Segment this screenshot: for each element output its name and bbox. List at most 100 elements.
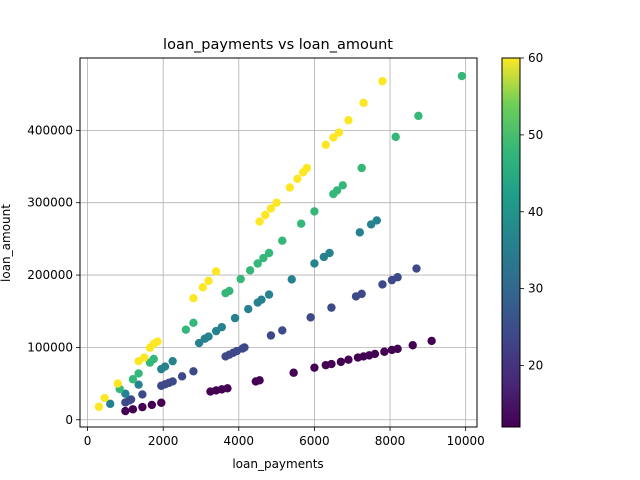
grid-lines [80, 58, 477, 427]
x-tick-label: 8000 [375, 434, 406, 448]
data-point [106, 399, 115, 409]
data-point [310, 207, 319, 216]
data-point [336, 357, 346, 367]
colorbar-ticks: 20 30 40 50 60 [520, 51, 543, 373]
data-point [310, 259, 319, 268]
colorbar-tick-label: 50 [528, 128, 543, 142]
data-point [225, 286, 234, 296]
colorbar-tick-label: 40 [528, 205, 543, 219]
y-axis-ticks: 0 100000 200000 300000 400000 [27, 123, 80, 427]
data-point [380, 347, 389, 356]
data-point [427, 336, 436, 346]
data-point [240, 343, 249, 352]
data-point [149, 354, 158, 364]
data-point [344, 355, 353, 364]
data-point [334, 128, 344, 137]
data-point [372, 216, 382, 225]
data-point [289, 368, 298, 377]
data-point [261, 210, 270, 220]
y-tick-label: 400000 [27, 123, 73, 137]
x-axis-label: loan_payments [232, 457, 323, 471]
data-point [327, 303, 336, 312]
data-point [278, 236, 287, 245]
data-point [310, 363, 319, 372]
data-point [255, 217, 264, 226]
data-point [168, 356, 177, 366]
data-point [181, 325, 191, 334]
data-point [140, 353, 149, 362]
data-point [128, 375, 138, 384]
data-point [100, 393, 109, 403]
data-point [414, 111, 423, 121]
data-point [245, 266, 255, 275]
data-point [296, 219, 306, 228]
data-point [255, 376, 264, 385]
data-point [153, 337, 162, 346]
x-axis-ticks: 0 2000 4000 6000 8000 10000 [84, 427, 485, 448]
data-point [359, 98, 368, 108]
colorbar-tick-label: 30 [528, 282, 543, 296]
data-point [391, 132, 400, 142]
data-point [378, 280, 387, 289]
data-point [408, 341, 417, 350]
data-point [147, 400, 157, 410]
data-point [264, 248, 274, 258]
data-point [177, 372, 187, 381]
data-point [285, 183, 295, 192]
y-tick-label: 0 [65, 413, 73, 427]
data-point [264, 290, 274, 299]
x-tick-label: 6000 [299, 434, 330, 448]
data-point [138, 390, 147, 399]
data-point [134, 380, 143, 389]
data-point [121, 389, 130, 398]
data-point [211, 267, 221, 276]
data-point [168, 377, 177, 386]
x-tick-label: 4000 [224, 434, 255, 448]
y-axis-label: loan_amount [0, 204, 13, 282]
data-point [370, 349, 380, 359]
data-point [128, 405, 138, 414]
data-point [266, 331, 276, 340]
x-tick-label: 2000 [148, 434, 179, 448]
data-point [94, 402, 104, 411]
chart-title: loan_payments vs loan_amount [163, 37, 393, 53]
data-point [355, 228, 364, 237]
data-point [121, 406, 130, 416]
data-point [157, 398, 166, 407]
data-point [287, 275, 296, 284]
data-point [194, 338, 204, 348]
data-point [302, 163, 312, 173]
data-point [253, 259, 262, 268]
data-point [332, 186, 342, 195]
data-point [327, 359, 336, 369]
data-point [204, 276, 213, 286]
data-point [357, 163, 366, 173]
colorbar [501, 57, 521, 428]
data-point [306, 313, 315, 322]
data-point [244, 304, 253, 314]
colorbar-tick-label: 60 [528, 51, 543, 65]
data-point [293, 174, 302, 184]
data-point [344, 116, 353, 125]
y-tick-label: 300000 [27, 196, 73, 210]
data-point [134, 369, 143, 378]
plot-frame [79, 57, 478, 428]
x-tick-label: 10000 [447, 434, 485, 448]
data-point [325, 248, 334, 258]
y-tick-label: 200000 [27, 268, 73, 282]
data-points [94, 71, 467, 416]
data-point [259, 253, 268, 263]
data-point [393, 273, 402, 282]
data-point [412, 264, 421, 273]
x-tick-label: 0 [84, 434, 92, 448]
data-point [378, 76, 387, 86]
data-point [189, 294, 198, 303]
data-point [198, 283, 208, 292]
data-point [113, 379, 123, 388]
data-point [393, 344, 402, 354]
data-point [160, 362, 170, 371]
data-point [236, 274, 245, 284]
data-point [126, 395, 136, 404]
data-point [189, 318, 198, 328]
